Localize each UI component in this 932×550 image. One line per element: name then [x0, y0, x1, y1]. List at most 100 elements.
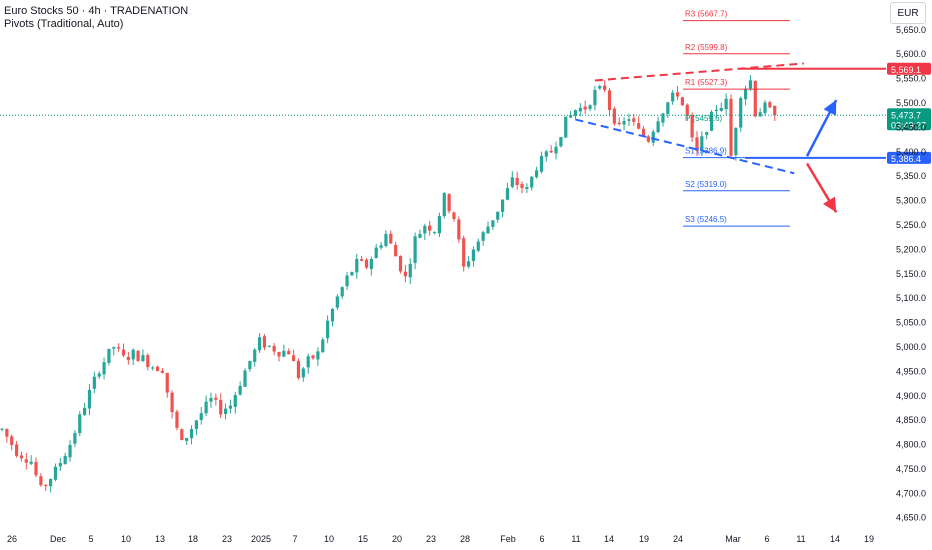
candle-body	[350, 272, 354, 276]
candle-body	[617, 122, 621, 125]
candle-body	[223, 408, 228, 415]
candle-body	[117, 347, 121, 349]
candle-body	[486, 226, 490, 234]
y-tick-label: 5,000.0	[896, 342, 926, 352]
candle-body	[34, 461, 38, 476]
resistance-level-tag	[887, 62, 931, 75]
candle-body	[160, 370, 164, 373]
x-tick-label: Dec	[50, 534, 67, 544]
candle-body	[136, 350, 140, 362]
candle-body	[675, 92, 680, 97]
x-tick-label: 20	[392, 534, 402, 544]
candle-body	[413, 236, 417, 263]
candle-body	[539, 155, 544, 172]
candle-body	[491, 220, 495, 227]
candle-body	[199, 413, 203, 421]
candle-body	[466, 261, 471, 267]
candle-body	[151, 367, 155, 369]
candle-body	[705, 132, 709, 135]
candle-body	[423, 225, 427, 234]
candle-body	[141, 355, 145, 362]
candle-body	[14, 444, 19, 456]
candle-body	[277, 352, 281, 357]
y-tick-label: 4,650.0	[896, 513, 926, 523]
candle-body	[481, 232, 485, 241]
y-tick-label: 4,850.0	[896, 415, 926, 425]
candle-body	[583, 106, 587, 110]
candle-body	[112, 347, 116, 349]
candle-body	[389, 233, 393, 244]
candle-body	[282, 350, 286, 357]
candle-body	[369, 258, 373, 269]
last-price-tag-text: 5,473.7	[891, 110, 921, 120]
candle-body	[272, 345, 276, 352]
candle-body	[661, 113, 665, 123]
candle-body	[364, 259, 369, 268]
candle-body	[155, 366, 160, 372]
candle-body	[87, 389, 92, 409]
candle-body	[651, 131, 655, 143]
candle-body	[355, 258, 359, 273]
candle-body	[335, 296, 339, 308]
x-tick-label: 11	[571, 534, 580, 544]
currency-button[interactable]: EUR	[890, 2, 926, 24]
x-axis: 26 Dec 5 10 13 18 23 2025 7 10 15 20 23 28 Feb 6 11 14 19 2…	[7, 534, 874, 544]
candle-body	[146, 355, 150, 368]
candle-body	[700, 136, 704, 152]
candle-body	[758, 112, 762, 117]
candle-body	[607, 90, 612, 111]
candle-body	[83, 407, 87, 416]
candle-body	[593, 89, 597, 106]
candle-body	[612, 108, 616, 124]
y-tick-label: 4,750.0	[896, 464, 926, 474]
candle-body	[292, 355, 296, 362]
candle-body	[92, 376, 96, 389]
candle-body	[666, 102, 670, 114]
candle-body	[515, 177, 519, 186]
last-price-tag-text: 03:49:27	[891, 120, 926, 130]
candle-body	[680, 97, 684, 106]
candle-body	[228, 405, 233, 409]
candle-body	[734, 128, 738, 156]
support-level-tag-text: 5,386.4	[891, 154, 921, 164]
candle-body	[773, 105, 777, 116]
bearish-arrow-head	[823, 196, 837, 213]
candle-body	[68, 444, 72, 458]
resistance-trendline	[594, 62, 804, 82]
candle-body	[73, 432, 77, 444]
candle-body	[5, 428, 9, 437]
candle-body	[316, 351, 320, 360]
candle-body	[719, 108, 723, 111]
x-tick-label: Mar	[725, 534, 741, 544]
candle-body	[671, 92, 675, 102]
y-tick-label: 4,900.0	[896, 391, 926, 401]
candle-body	[544, 151, 548, 157]
y-tick-label: 5,500.0	[896, 98, 926, 108]
candle-body	[107, 348, 111, 363]
candle-body	[131, 349, 135, 360]
candle-body	[442, 192, 446, 217]
candle-body	[204, 401, 208, 414]
candle-body	[530, 176, 534, 188]
x-tick-label: 28	[460, 534, 470, 544]
x-tick-label: 26	[7, 534, 17, 544]
candle-body	[641, 128, 646, 137]
candle-body	[296, 360, 301, 379]
candle-body	[126, 356, 130, 360]
candle-body	[403, 271, 407, 277]
x-tick-label: 15	[358, 534, 368, 544]
candle-body	[287, 351, 291, 355]
candle-body	[243, 370, 247, 387]
y-tick-label: 5,350.0	[896, 171, 926, 181]
candle-body	[233, 395, 237, 407]
x-tick-label: 13	[155, 534, 165, 544]
y-axis: 5,650.0 5,600.0 5,550.0 5,500.0 5,450.0 5,400…	[896, 25, 926, 523]
candle-body	[627, 119, 631, 121]
candle-body	[29, 461, 33, 464]
candle-body	[165, 372, 169, 393]
candle-body	[257, 337, 262, 351]
x-tick-label: 7	[292, 534, 297, 544]
candle-body	[301, 368, 305, 378]
candle-body	[690, 114, 694, 138]
